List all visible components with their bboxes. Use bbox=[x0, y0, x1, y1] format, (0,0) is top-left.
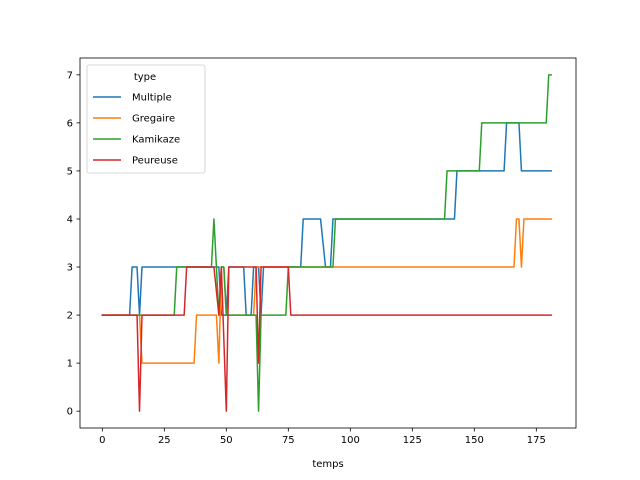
y-tick-label: 4 bbox=[67, 214, 73, 225]
y-tick-label: 7 bbox=[67, 70, 73, 81]
legend-label-kamikaze: Kamikaze bbox=[132, 135, 180, 146]
legend-label-gregaire: Gregaire bbox=[132, 114, 175, 125]
y-tick-label: 2 bbox=[67, 311, 73, 322]
legend-label-peureuse: Peureuse bbox=[132, 156, 178, 167]
x-tick-label: 100 bbox=[341, 435, 360, 446]
y-axis-ticks: 0 1 2 3 4 5 6 7 bbox=[67, 70, 80, 418]
legend-items: Multiple Gregaire Kamikaze Peureuse bbox=[93, 93, 180, 167]
legend-box bbox=[86, 64, 206, 174]
x-tick-label: 0 bbox=[99, 435, 105, 446]
series-line-peureuse bbox=[101, 266, 552, 412]
plot-frame bbox=[79, 57, 577, 429]
y-tick-label: 6 bbox=[67, 118, 73, 129]
series-layer bbox=[101, 74, 552, 412]
y-tick-label: 5 bbox=[67, 166, 73, 177]
x-tick-label: 75 bbox=[282, 435, 295, 446]
x-tick-label: 125 bbox=[403, 435, 422, 446]
series-line-kamikaze bbox=[101, 74, 552, 412]
legend-title: type bbox=[134, 72, 156, 83]
series-line-multiple bbox=[101, 122, 552, 316]
x-tick-label: 175 bbox=[527, 435, 546, 446]
y-tick-label: 1 bbox=[67, 359, 73, 370]
legend-label-multiple: Multiple bbox=[132, 93, 172, 104]
x-axis-label: temps bbox=[312, 459, 343, 470]
legend: type Multiple Gregaire Kamikaze Peureuse bbox=[86, 64, 206, 174]
x-tick-label: 150 bbox=[465, 435, 484, 446]
y-tick-label: 3 bbox=[67, 263, 73, 274]
x-tick-label: 25 bbox=[158, 435, 171, 446]
x-tick-label: 50 bbox=[220, 435, 233, 446]
x-axis-ticks: 0 25 50 75 100 125 150 175 bbox=[99, 428, 546, 446]
y-tick-label: 0 bbox=[67, 407, 73, 418]
